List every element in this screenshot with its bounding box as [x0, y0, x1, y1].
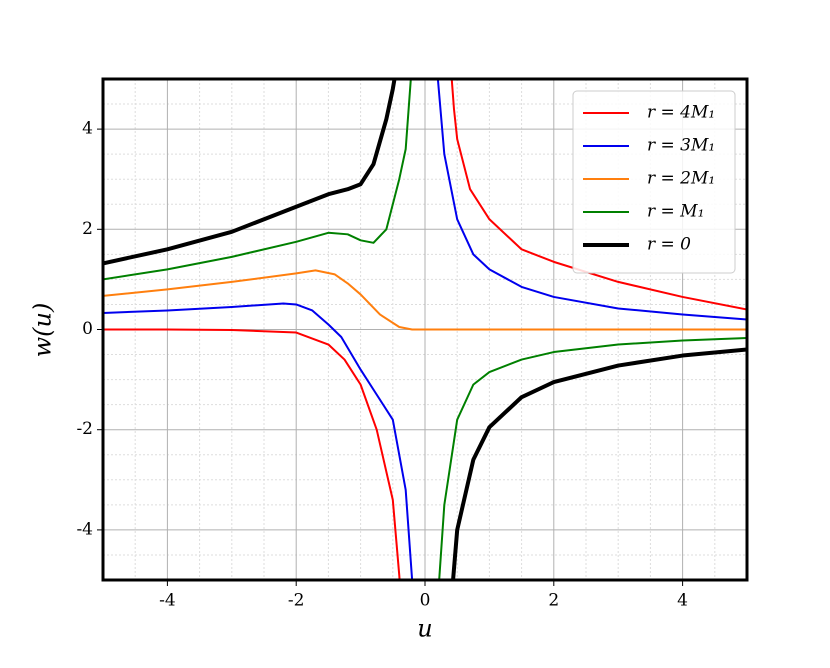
ticks: -4 -2 0 2 4 -4 -2 0 2 4: [76, 119, 688, 611]
legend-label: r = 0: [647, 235, 691, 255]
legend-label: r = 3M₁: [647, 136, 715, 156]
legend-label: r = M₁: [647, 202, 704, 222]
y-tick-label: -4: [76, 519, 93, 539]
x-axis-label: u: [417, 615, 432, 643]
y-tick-label: -2: [76, 419, 93, 439]
y-tick-label: 2: [82, 219, 93, 239]
x-tick-label: 4: [677, 591, 688, 611]
y-tick-label: 0: [82, 319, 93, 339]
x-tick-label: 2: [548, 591, 559, 611]
x-tick-label: 0: [420, 591, 431, 611]
legend: r = 4M₁ r = 3M₁ r = 2M₁ r = M₁ r = 0: [572, 90, 736, 274]
y-tick-label: 4: [82, 119, 93, 139]
series-line: [103, 79, 747, 580]
series-line: [103, 79, 747, 580]
legend-label: r = 2M₁: [647, 169, 715, 189]
x-tick-label: -4: [159, 591, 176, 611]
y-axis-label: w(u): [29, 303, 57, 358]
x-tick-label: -2: [288, 591, 305, 611]
series-line: [103, 79, 747, 580]
plot-lines: [103, 79, 747, 580]
series-line: [103, 79, 747, 580]
legend-label: r = 4M₁: [647, 103, 715, 123]
series-line: [103, 269, 747, 331]
legend-box: [572, 90, 736, 274]
